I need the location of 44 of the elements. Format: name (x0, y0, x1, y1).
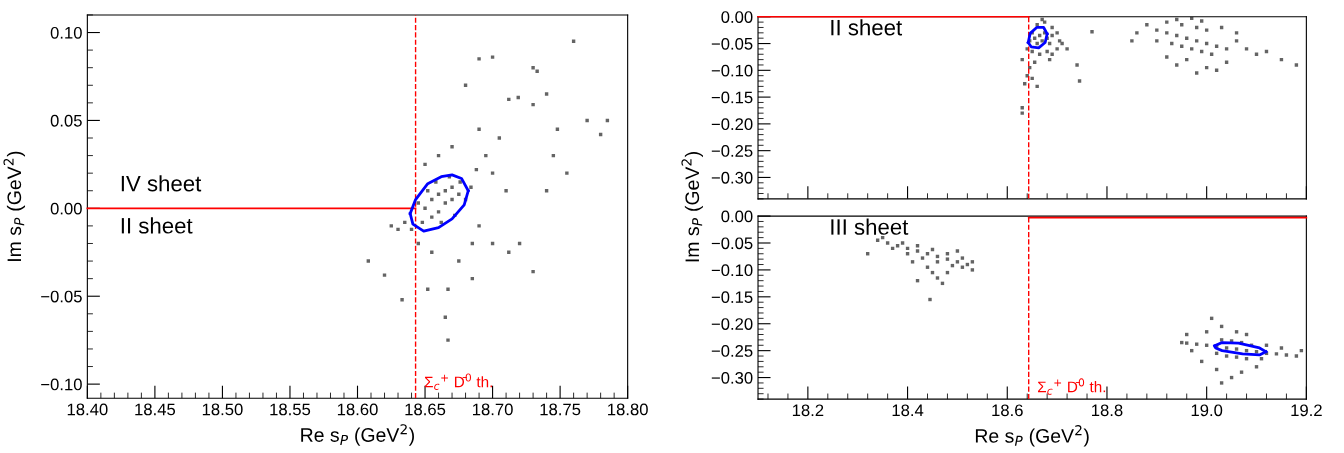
x-tick-label: 18.55 (270, 403, 311, 416)
y-tick-label: −0.25 (711, 145, 753, 157)
ref-line-label: Σ$_{c}$$^{+}$ D̄$^{0}$ th. (1038, 378, 1106, 395)
y-axis-title: Im s$_{P}$ (GeV$^{2}$) (681, 152, 703, 262)
y-tick-label: −0.20 (711, 118, 753, 131)
y-tick-label: −0.30 (711, 171, 753, 184)
x-tick-label: 19.2 (1291, 404, 1322, 417)
x-tick-label: 18.6 (992, 404, 1023, 417)
x-tick-label: 18.75 (540, 403, 581, 416)
y-tick-label: 0.00 (50, 202, 82, 215)
annotation: II sheet (121, 217, 193, 234)
x-tick-label: 18.4 (892, 404, 924, 417)
x-tick-label: 18.8 (1092, 404, 1123, 417)
x-tick-label: 18.65 (405, 403, 446, 416)
y-tick-label: −0.05 (711, 237, 753, 250)
annotation: IV sheet (121, 175, 202, 192)
y-tick-label: −0.05 (41, 290, 82, 303)
annotation: II sheet (831, 19, 903, 36)
y-tick-label: 0.05 (50, 114, 82, 127)
annotation: III sheet (831, 218, 909, 235)
y-tick-label: −0.10 (41, 378, 82, 391)
y-tick-label: −0.15 (711, 291, 753, 304)
y-tick-label: −0.25 (711, 345, 753, 357)
x-tick-label: 18.40 (67, 403, 108, 416)
x-tick-label: 19.0 (1191, 404, 1223, 417)
y-tick-label: −0.10 (711, 264, 753, 277)
y-tick-label: 0.10 (50, 26, 82, 39)
y-tick-label: −0.15 (711, 91, 753, 104)
y-tick-label: −0.20 (711, 318, 753, 330)
y-tick-label: −0.05 (711, 37, 753, 50)
x-tick-label: 18.80 (608, 403, 648, 416)
x-tick-label: 18.70 (473, 403, 513, 416)
y-tick-label: 0.00 (721, 11, 753, 23)
x-tick-label: 18.60 (337, 403, 378, 416)
y-tick-label: −0.30 (711, 371, 753, 384)
ref-line-label: Σ$_{c}$$^{+}$ D̄$^{0}$ th. (424, 373, 492, 390)
y-tick-label: −0.10 (711, 64, 753, 77)
y-tick-label: 0.00 (721, 210, 753, 223)
x-tick-label: 18.45 (135, 403, 176, 416)
x-axis-title: Re s$_{P}$ (GeV$^{2}$) (301, 424, 414, 446)
y-axis-title: Im s$_{P}$ (GeV$^{2}$) (3, 151, 26, 261)
x-tick-label: 18.2 (792, 404, 824, 417)
x-axis-title: Re s$_{P}$ (GeV$^{2}$) (975, 425, 1089, 447)
x-tick-label: 18.50 (202, 403, 243, 416)
